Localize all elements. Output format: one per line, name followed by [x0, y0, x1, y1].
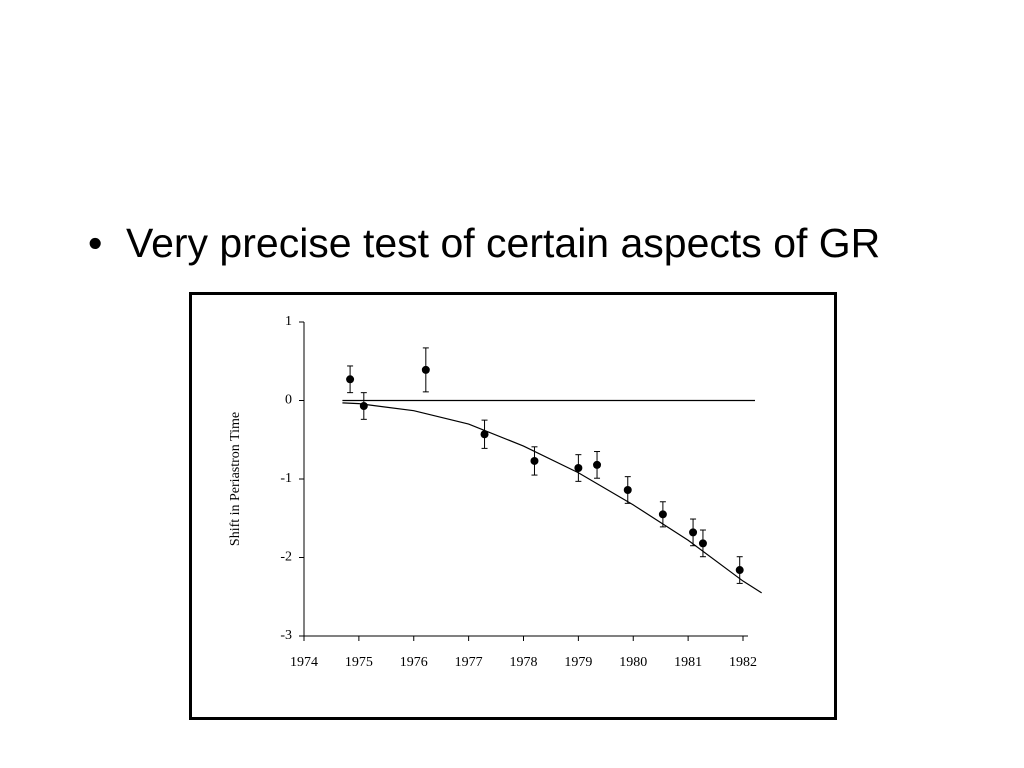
y-axis-label: Shift in Periastron Time	[228, 412, 243, 546]
data-point	[574, 464, 583, 473]
data-point	[530, 456, 539, 465]
x-tick-label: 1974	[290, 655, 318, 670]
fit-curve	[342, 402, 762, 594]
data-point	[735, 566, 744, 575]
y-tick-label: -2	[280, 550, 292, 565]
data-point	[480, 430, 489, 439]
data-point	[698, 539, 707, 548]
bullet-dot: •	[88, 220, 103, 266]
x-tick-label: 1977	[455, 655, 483, 670]
chart-frame	[189, 292, 837, 720]
x-tick-label: 1979	[564, 655, 592, 670]
data-point	[623, 485, 632, 494]
y-tick-label: -3	[280, 628, 292, 643]
x-tick-label: 1975	[345, 655, 373, 670]
x-tick-label: 1981	[674, 655, 702, 670]
x-tick-label: 1980	[619, 655, 647, 670]
y-tick-label: 1	[285, 314, 292, 329]
data-point	[658, 510, 667, 519]
bullet-item: • Very precise test of certain aspects of…	[88, 220, 880, 267]
x-tick-label: 1978	[510, 655, 538, 670]
bullet-text: Very precise test of certain aspects of …	[126, 220, 881, 266]
y-tick-label: -1	[280, 471, 292, 486]
x-tick-label: 1976	[400, 655, 428, 670]
data-point	[689, 528, 698, 537]
data-point	[593, 460, 602, 469]
data-point	[359, 401, 368, 410]
y-tick-label: 0	[285, 393, 292, 408]
data-point	[346, 375, 355, 384]
x-tick-label: 1982	[729, 655, 757, 670]
data-point	[421, 365, 430, 374]
